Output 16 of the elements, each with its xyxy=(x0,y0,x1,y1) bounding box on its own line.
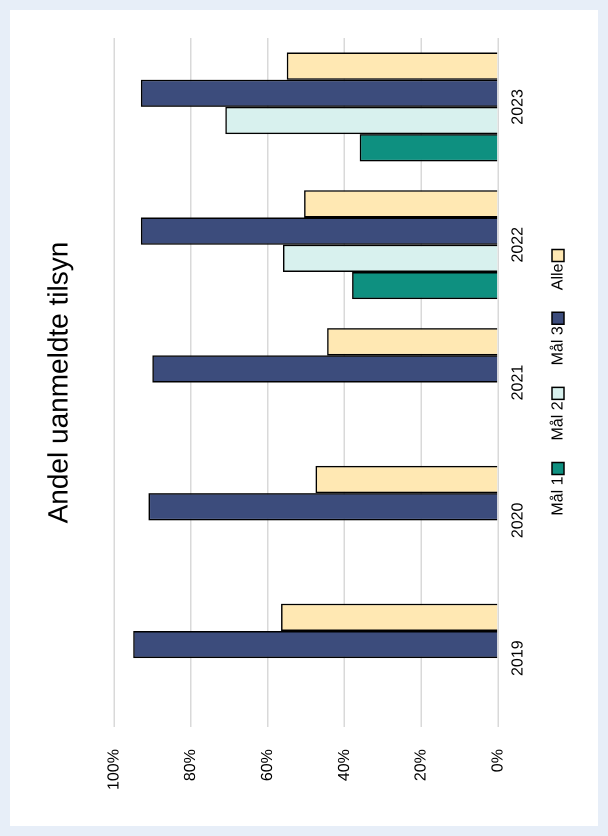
y-tick-label: 2020 xyxy=(509,502,526,538)
y-tick-label: 2022 xyxy=(509,226,526,263)
text: Andel uanmeldte tilsyn xyxy=(42,242,74,524)
y-tick-label: 2021 xyxy=(509,364,526,400)
x-tick-label: 60% xyxy=(259,749,276,782)
x-tick-label: 40% xyxy=(336,749,353,782)
legend-label: Alle xyxy=(549,263,566,290)
legend-label: Mål 3 xyxy=(549,326,566,366)
x-tick-label: 0% xyxy=(489,749,506,772)
y-tick-label: 2019 xyxy=(509,640,526,676)
x-tick-label: 20% xyxy=(412,749,430,782)
x-tick-label: 80% xyxy=(182,749,200,782)
y-tick-label: 2023 xyxy=(509,89,526,125)
legend-label: Mål 2 xyxy=(549,401,566,440)
x-tick-label: 100% xyxy=(105,749,122,790)
legend-label: Mål 1 xyxy=(549,476,566,516)
